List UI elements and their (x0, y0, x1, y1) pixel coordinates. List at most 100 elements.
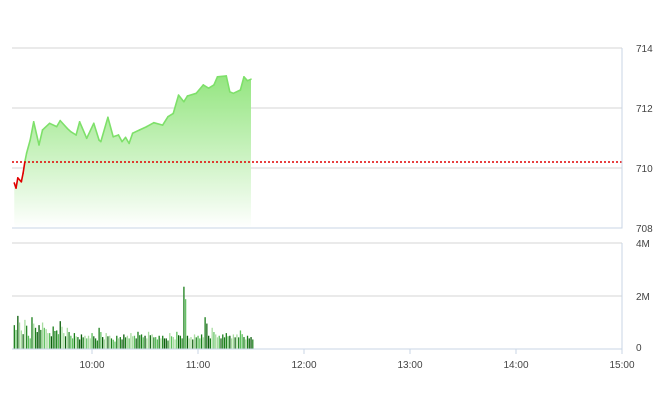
volume-tick-label: 0 (636, 343, 642, 354)
volume-bar (223, 337, 226, 349)
volume-bar (105, 333, 107, 349)
volume-bar (146, 338, 148, 349)
volume-bar (94, 338, 97, 349)
volume-bar (172, 337, 174, 349)
volume-bar (84, 335, 86, 349)
price-line-segment (177, 94, 185, 103)
volume-bar (54, 330, 56, 349)
volume-bar (73, 333, 76, 349)
price-line-segment (85, 122, 95, 140)
volume-bar (151, 334, 153, 349)
price-line-segment (128, 132, 134, 145)
volume-bar (160, 338, 162, 349)
volume-bar (61, 326, 63, 349)
volume-bar (121, 339, 123, 349)
volume-bars (13, 286, 254, 349)
volume-tick-label: 4M (636, 239, 650, 250)
volume-bar (13, 325, 15, 349)
volume-bar (38, 325, 40, 349)
price-line-segment (107, 116, 114, 138)
volume-bar (116, 335, 118, 349)
volume-bar (103, 339, 105, 349)
volume-bar (24, 319, 26, 349)
volume-bar (140, 334, 143, 349)
volume-bar (75, 336, 77, 349)
volume-bar (206, 323, 208, 349)
price-line-segment (239, 76, 245, 91)
volume-bar (183, 286, 185, 349)
volume-bar (98, 327, 100, 349)
volume-bar (186, 335, 189, 349)
volume-bar (252, 339, 254, 349)
price-tick-label: 714 (636, 44, 653, 55)
volume-bar (126, 335, 129, 349)
volume-bar (33, 323, 35, 349)
price-line-segment (225, 75, 231, 93)
price-line-segment (38, 129, 44, 146)
price-line-segment (92, 122, 100, 141)
price-line-segment (24, 152, 28, 163)
price-line-segment (41, 122, 51, 131)
volume-bar (188, 338, 190, 349)
volume-bar (112, 339, 114, 349)
volume-bar (102, 337, 104, 349)
volume-bar (216, 337, 219, 349)
price-line-segment (172, 94, 180, 115)
volume-bar (174, 339, 176, 349)
volume-bar (82, 337, 84, 349)
volume-bar (130, 333, 132, 349)
volume-bar (238, 337, 240, 349)
time-tick-label: 10:00 (79, 360, 104, 371)
price-line-segment (186, 92, 198, 97)
price-line-segment (124, 136, 130, 145)
volume-bar (47, 333, 49, 349)
volume-bar (63, 333, 65, 349)
volume-bar (239, 330, 242, 349)
volume-bar (40, 329, 42, 349)
volume-bar (31, 317, 33, 349)
volume-bar (34, 327, 37, 349)
volume-bar (246, 335, 249, 349)
price-line-segment (70, 130, 77, 136)
price-line-segment (131, 129, 141, 134)
volume-bar (208, 335, 210, 349)
volume-bar (52, 326, 54, 349)
volume-bar (86, 338, 88, 349)
volume-bar (68, 332, 70, 349)
price-line-segment (183, 95, 189, 103)
price-line-segment (216, 75, 228, 78)
volume-bar (57, 334, 60, 349)
volume-bar (222, 334, 224, 349)
price-line-segment (75, 121, 81, 136)
volume-bar (225, 333, 227, 349)
price-tick-label: 712 (636, 104, 653, 115)
volume-bar (190, 337, 192, 349)
volume-bar (158, 335, 160, 349)
volume-bar (227, 336, 229, 349)
volume-bar (89, 338, 91, 349)
volume-bar (125, 337, 127, 349)
volume-bar (218, 335, 220, 349)
time-tick-label: 15:00 (609, 360, 634, 371)
volume-bar (215, 334, 217, 349)
volume-bar (142, 337, 144, 349)
volume-bar (123, 334, 125, 349)
price-line-segment (78, 121, 88, 140)
volume-bar (27, 335, 30, 349)
volume-bar (209, 338, 211, 349)
volume-bar (132, 336, 134, 349)
axis-labels: 714 712 710 708 4M 2M 0 10:00 11:00 12:00 13:00 14:… (79, 44, 653, 371)
volume-bar (147, 331, 150, 349)
volume-bar (79, 339, 81, 349)
price-line-segment (117, 134, 123, 143)
volume-bar (179, 335, 182, 349)
price-tick-label: 710 (636, 164, 653, 175)
volume-bar (193, 334, 196, 349)
volume-bar (56, 330, 58, 349)
volume-bar (128, 338, 130, 349)
volume-bar (155, 337, 157, 349)
volume-bar (213, 332, 215, 349)
volume-bar (149, 335, 151, 349)
price-area (12, 75, 622, 229)
price-line-segment (213, 76, 219, 86)
